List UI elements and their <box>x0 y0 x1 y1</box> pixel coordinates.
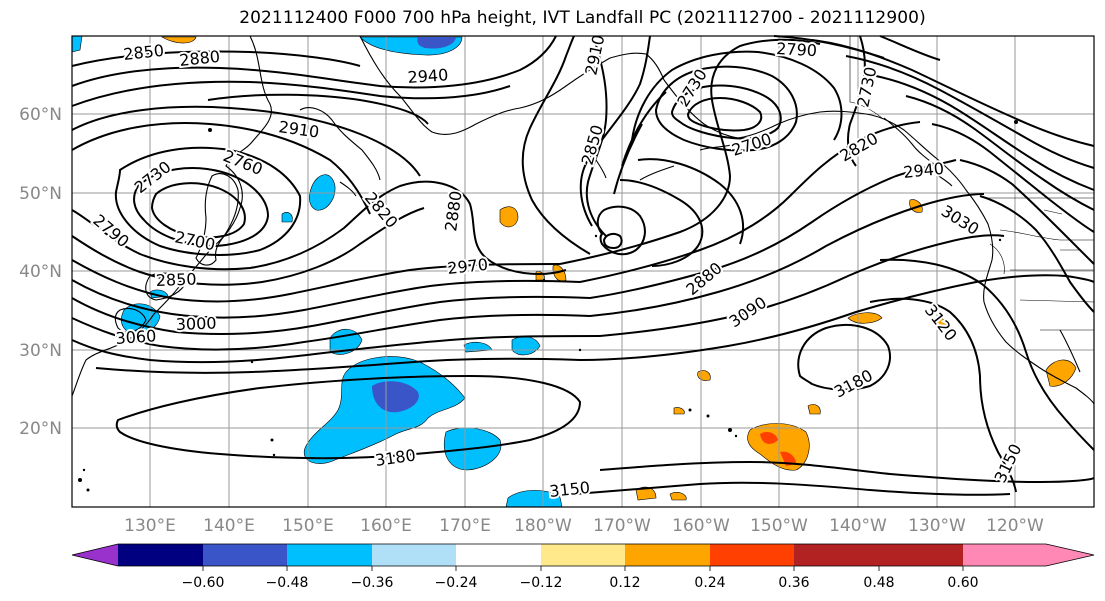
lon-label: 130°E <box>124 516 176 536</box>
lon-label: 120°W <box>986 516 1044 536</box>
lon-label: 130°W <box>908 516 966 536</box>
longitude-labels: 130°E 140°E 150°E 160°E 170°E 180°W 170°… <box>124 516 1044 536</box>
lon-label: 170°W <box>593 516 651 536</box>
colorbar-tick-label: −0.12 <box>520 575 563 591</box>
ivt-negative-region <box>329 328 363 355</box>
lat-label: 20°N <box>19 419 62 439</box>
colorbar-segment <box>203 544 287 566</box>
colorbar-segment <box>456 544 541 566</box>
ivt-positive-region <box>669 492 687 501</box>
contour-label: 2940 <box>407 65 449 87</box>
colorbar: −0.60 −0.48 −0.36 −0.24 −0.12 0.12 0.24 … <box>71 543 1095 591</box>
lon-label: 150°W <box>750 516 808 536</box>
colorbar-segment <box>118 544 203 566</box>
gridlines <box>72 36 1094 507</box>
colorbar-segment <box>879 544 963 566</box>
lat-label: 30°N <box>19 341 62 361</box>
ivt-negative-region <box>417 37 456 49</box>
height-contours <box>71 35 1095 497</box>
lon-label: 160°E <box>360 516 412 536</box>
colorbar-tick-label: 0.60 <box>947 575 978 591</box>
ivt-positive-region <box>780 451 796 466</box>
lat-label: 60°N <box>19 105 62 125</box>
ivt-positive-region <box>807 404 821 415</box>
islands <box>78 120 1018 492</box>
ivt-positive-region <box>935 317 947 329</box>
colorbar-segment <box>794 544 879 566</box>
contour-label: 2790 <box>776 39 818 60</box>
colorbar-tick-labels: −0.60 −0.48 −0.36 −0.24 −0.12 0.12 0.24 … <box>182 575 979 591</box>
ivt-negative-region <box>505 490 563 508</box>
lon-label: 140°W <box>829 516 887 536</box>
ivt-positive-region <box>552 264 567 282</box>
map-title: 2021112400 F000 700 hPa height, IVT Land… <box>239 8 926 28</box>
colorbar-segment <box>372 544 456 566</box>
ivt-positive-region <box>847 312 883 324</box>
map-frame <box>71 35 1095 508</box>
ivt-negative-region <box>372 381 419 413</box>
lon-label: 170°E <box>439 516 491 536</box>
colorbar-tick-label: 0.24 <box>694 575 725 591</box>
ivt-positive-region <box>499 206 519 228</box>
contour-label: 3000 <box>175 314 216 334</box>
ivt-negative-region <box>281 212 293 223</box>
colorbar-tick-label: −0.60 <box>182 575 225 591</box>
ivt-shading <box>71 35 1077 508</box>
contour-label: 3060 <box>115 326 157 348</box>
colorbar-outline <box>71 543 1095 567</box>
colorbar-tick-label: 0.48 <box>863 575 894 591</box>
colorbar-tick-label: −0.36 <box>351 575 394 591</box>
colorbar-tick-label: −0.24 <box>435 575 478 591</box>
lon-label: 160°W <box>672 516 730 536</box>
colorbar-tick-label: 0.36 <box>778 575 809 591</box>
colorbar-ticks <box>202 566 964 571</box>
ivt-positive-region <box>160 36 197 44</box>
lon-label: 140°E <box>203 516 255 536</box>
ivt-positive-region <box>1045 359 1077 387</box>
ivt-negative-region <box>309 174 336 211</box>
ivt-positive-region <box>673 407 685 415</box>
contour-label: 2850 <box>155 270 196 290</box>
lon-label: 150°E <box>282 516 334 536</box>
colorbar-extend-min <box>72 544 118 566</box>
lat-label: 50°N <box>19 184 62 204</box>
colorbar-segment <box>287 544 372 566</box>
lat-label: 40°N <box>19 262 62 282</box>
colorbar-tick-label: 0.12 <box>609 575 640 591</box>
colorbar-segment <box>625 544 710 566</box>
colorbar-segment <box>710 544 794 566</box>
map-panel: 2850 2880 2940 2910 2790 2730 2760 2850 … <box>71 31 1095 508</box>
colorbar-tick-label: −0.48 <box>266 575 309 591</box>
lon-label: 180°W <box>514 516 572 536</box>
political-borders <box>849 36 1095 331</box>
colorbar-segment <box>541 544 625 566</box>
latitude-labels: 60°N 50°N 40°N 30°N 20°N <box>19 105 62 439</box>
ivt-positive-region <box>760 432 778 444</box>
